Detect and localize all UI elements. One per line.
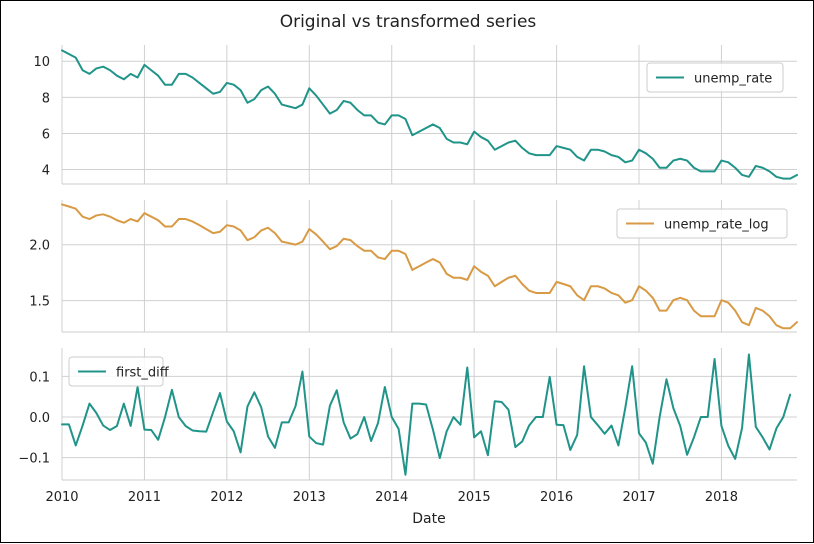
y-tick-label: 6 (42, 127, 50, 142)
chart-title: Original vs transformed series (280, 12, 537, 32)
x-tick-label: 2017 (622, 490, 655, 505)
x-tick-label: 2016 (540, 490, 573, 505)
legend-label: unemp_rate (694, 72, 772, 87)
legend-box (616, 208, 788, 239)
x-tick-label: 2018 (705, 490, 738, 505)
panel-first_diff: −0.1 0.0 0.1 first_diff (18, 348, 797, 481)
x-axis-label: Date (412, 511, 445, 527)
series-line-unemp_rate_log (61, 203, 798, 330)
legend-label: first_diff (116, 366, 170, 381)
y-tick-label: 0.0 (29, 411, 50, 426)
legend-unemp_rate: unemp_rate (646, 62, 784, 93)
y-tick-label: −0.1 (18, 452, 50, 467)
legend-box (646, 62, 784, 93)
panel-unemp_rate_log: 1.5 2.0 unemp_rate_log (29, 200, 798, 333)
y-tick-label: 10 (33, 55, 50, 70)
legend-first_diff: first_diff (68, 356, 170, 387)
x-tick-label: 2011 (128, 490, 161, 505)
y-tick-label: 1.5 (29, 295, 50, 310)
legend-unemp_rate_log: unemp_rate_log (616, 208, 788, 239)
series-line-unemp_rate (61, 49, 798, 180)
series-line-first_diff (61, 353, 792, 476)
x-tick-label: 2012 (210, 490, 243, 505)
y-tick-label: 2.0 (29, 239, 50, 254)
chart-panels: 4 6 8 10 unemp_rate 1.5 2.0 unemp_rate_log −0.1 0… (18, 45, 798, 505)
panel-unemp_rate: 4 6 8 10 unemp_rate (33, 45, 798, 185)
y-tick-label: 0.1 (29, 370, 50, 385)
legend-label: unemp_rate_log (664, 218, 769, 233)
x-axis-ticks: 2010 2011 2012 2013 2014 2015 2016 2017 2018 (45, 490, 738, 505)
x-tick-label: 2013 (293, 490, 326, 505)
y-tick-label: 8 (42, 91, 50, 106)
x-tick-label: 2010 (45, 490, 78, 505)
x-tick-label: 2015 (458, 490, 491, 505)
x-tick-label: 2014 (375, 490, 408, 505)
y-tick-label: 4 (42, 164, 50, 179)
legend-box (68, 356, 164, 387)
